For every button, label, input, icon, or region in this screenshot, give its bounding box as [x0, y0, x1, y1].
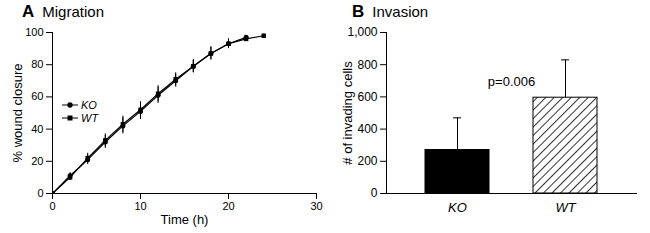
svg-text:20: 20: [31, 155, 43, 167]
svg-text:KO: KO: [448, 200, 467, 215]
svg-text:1,000: 1,000: [347, 25, 377, 39]
svg-text:60: 60: [31, 90, 43, 102]
svg-text:20: 20: [222, 200, 234, 212]
html-text:B: B: [352, 2, 365, 21]
svg-text:100: 100: [25, 26, 43, 38]
svg-text:10: 10: [134, 200, 146, 212]
html-text:A: A: [22, 2, 35, 21]
svg-text:400: 400: [357, 122, 377, 136]
svg-text:200: 200: [357, 154, 377, 168]
svg-text:% wound closure: % wound closure: [10, 64, 25, 163]
html-text:WT: WT: [81, 111, 99, 124]
svg-text:800: 800: [357, 58, 377, 72]
svg-text:80: 80: [31, 58, 43, 70]
svg-text:0: 0: [371, 186, 378, 200]
html-text:KO: KO: [81, 98, 97, 111]
svg-text:30: 30: [310, 200, 322, 212]
svg-text:WT: WT: [555, 200, 576, 215]
html-text:Invasion: Invasion: [372, 3, 429, 20]
svg-text:p=0.006: p=0.006: [488, 74, 535, 89]
svg-text:0: 0: [49, 200, 55, 212]
svg-text:40: 40: [31, 123, 43, 135]
svg-text:# of invading cells: # of invading cells: [340, 61, 355, 165]
html-text:Migration: Migration: [42, 3, 104, 20]
svg-text:Time (h): Time (h): [161, 212, 209, 227]
svg-text:0: 0: [37, 187, 43, 199]
svg-text:600: 600: [357, 90, 377, 104]
